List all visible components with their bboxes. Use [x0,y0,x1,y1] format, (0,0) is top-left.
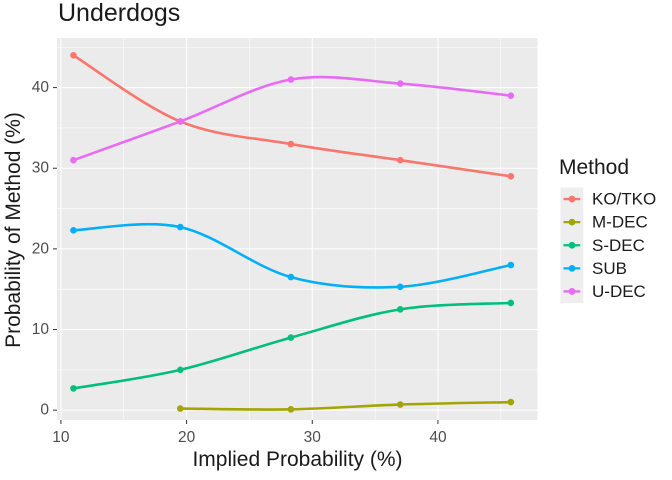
svg-text:M-DEC: M-DEC [592,213,648,232]
svg-text:S-DEC: S-DEC [592,236,645,255]
svg-text:KO/TKO: KO/TKO [592,190,656,209]
svg-text:U-DEC: U-DEC [592,282,646,301]
svg-text:SUB: SUB [592,259,627,278]
